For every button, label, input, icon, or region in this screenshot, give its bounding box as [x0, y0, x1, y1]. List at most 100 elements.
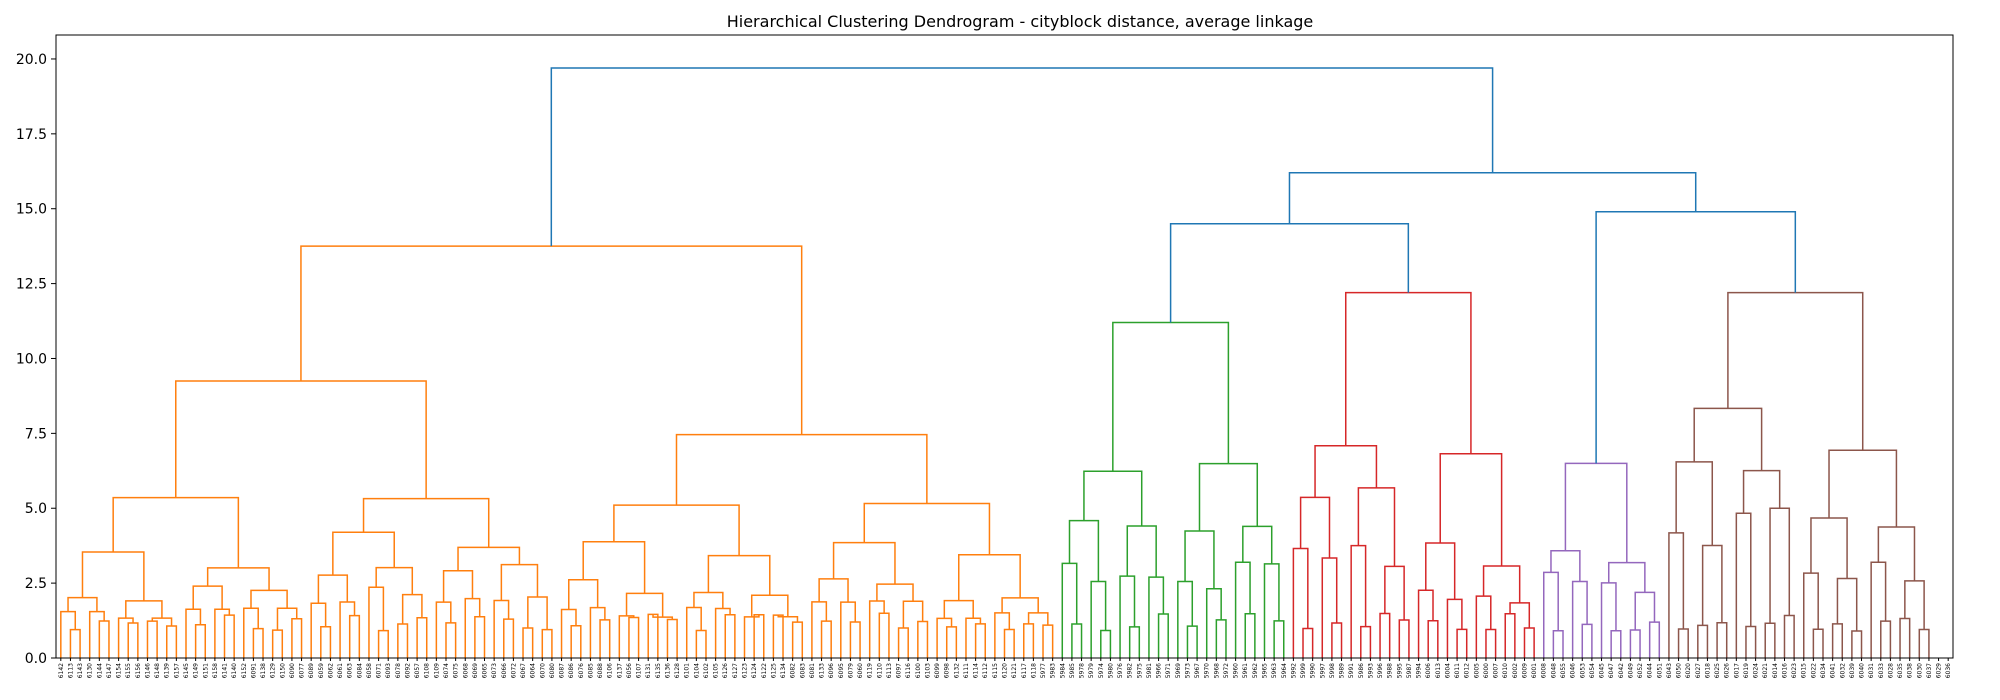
dendrogram-link — [1302, 627, 1314, 658]
leaf-label: 5978 — [1079, 663, 1086, 678]
leaf-label: 5977 — [1040, 663, 1047, 678]
leaf-label: 6065 — [482, 663, 489, 678]
leaf-label: 5971 — [1165, 663, 1172, 678]
dendrogram-link — [902, 600, 924, 629]
leaf-label: 5991 — [1348, 663, 1355, 678]
leaf-label: 6116 — [905, 663, 912, 678]
leaf-label: 6082 — [790, 663, 797, 678]
leaf-label: 6146 — [144, 663, 151, 678]
dendrogram-link — [1783, 614, 1795, 658]
dendrogram-link — [1003, 628, 1015, 658]
leaf-label: 6011 — [1454, 663, 1461, 678]
dendrogram-link — [1543, 571, 1559, 658]
leaf-label: 6152 — [241, 663, 248, 678]
dendrogram-link — [175, 380, 427, 499]
dendrogram-link — [1398, 619, 1410, 658]
dendrogram-link — [81, 551, 145, 601]
leaf-label: 6158 — [212, 663, 219, 678]
dendrogram-link — [1425, 542, 1456, 600]
leaf-label: 5974 — [1098, 663, 1105, 678]
leaf-label: 5981 — [1146, 663, 1153, 678]
dendrogram-link — [165, 625, 178, 658]
leaf-label: 6027 — [1695, 663, 1702, 678]
dendrogram-link — [1126, 525, 1157, 578]
leaf-label: 6038 — [1907, 663, 1914, 678]
leaf-label: 5970 — [1204, 663, 1211, 678]
dendrogram-link — [1384, 565, 1405, 621]
dendrogram-link — [146, 620, 158, 658]
leaf-label: 6097 — [896, 663, 903, 678]
dendrogram-link — [1360, 625, 1372, 658]
dendrogram-link — [849, 621, 861, 658]
dendrogram-link — [863, 502, 991, 555]
dendrogram-link — [1350, 544, 1367, 658]
leaf-label: 6034 — [1820, 663, 1827, 678]
dendrogram-link — [1234, 561, 1251, 658]
leaf-label: 5967 — [1194, 663, 1201, 678]
dendrogram-link — [1314, 444, 1378, 498]
dendrogram-link — [1148, 576, 1165, 658]
leaf-label: 6013 — [1435, 663, 1442, 678]
leaf-label: 6142 — [58, 663, 65, 678]
dendrogram-link — [707, 554, 771, 596]
dendrogram-link — [1071, 623, 1083, 658]
leaf-label: 6157 — [173, 663, 180, 678]
leaf-label: 6110 — [876, 663, 883, 678]
leaf-label: 6147 — [106, 663, 113, 678]
dendrogram-link — [777, 615, 799, 623]
dendrogram-link — [675, 433, 928, 506]
leaf-label: 5976 — [1117, 663, 1124, 678]
dendrogram-link — [695, 629, 707, 658]
leaf-label: 6102 — [703, 663, 710, 678]
leaf-label: 6131 — [645, 663, 652, 678]
dendrogram-link — [1523, 627, 1535, 658]
dendrogram-link — [435, 601, 452, 658]
leaf-label: 5992 — [1290, 663, 1297, 678]
dendrogram-link — [560, 608, 577, 658]
dendrogram-link — [60, 610, 77, 658]
dendrogram-link — [1769, 507, 1791, 624]
leaf-label: 6009 — [1521, 663, 1528, 678]
leaf-label: 6101 — [684, 663, 691, 678]
leaf-label: 5964 — [1281, 663, 1288, 678]
dendrogram-link — [568, 578, 599, 610]
leaf-label: 6073 — [491, 663, 498, 678]
dendrogram-link — [994, 612, 1011, 658]
dendrogram-link — [832, 541, 896, 585]
leaf-label: 6106 — [607, 663, 614, 678]
y-tick-label: 7.5 — [25, 426, 47, 442]
dendrogram-link — [1550, 550, 1581, 582]
dendrogram-link — [243, 607, 259, 658]
dendrogram-link — [112, 496, 240, 568]
leaf-label: 6046 — [1570, 663, 1577, 678]
dendrogram-link — [1244, 613, 1256, 658]
dendrogram-link — [589, 606, 606, 658]
leaf-label: 6105 — [713, 663, 720, 678]
leaf-label: 6045 — [1599, 663, 1606, 678]
leaf-label: 5989 — [1339, 663, 1346, 678]
leaf-label: 6077 — [299, 663, 306, 678]
dendrogram-link — [811, 601, 828, 658]
dendrogram-link — [818, 578, 849, 603]
dendrogram-link — [1100, 629, 1112, 658]
dendrogram-link — [974, 623, 986, 658]
dendrogram-link — [666, 618, 678, 658]
leaf-label: 6007 — [1493, 663, 1500, 678]
dendrogram-link — [1727, 291, 1864, 451]
leaf-label: 6125 — [770, 663, 777, 678]
leaf-label: 6154 — [116, 663, 123, 678]
leaf-label: 5994 — [1416, 663, 1423, 678]
leaf-label: 6000 — [1483, 663, 1490, 678]
leaf-label: 6139 — [164, 663, 171, 678]
leaf-label: 6058 — [366, 663, 373, 678]
dendrogram-link — [965, 617, 982, 658]
leaf-label: 6052 — [1637, 663, 1644, 678]
dendrogram-link — [1357, 487, 1396, 567]
leaf-label: 5960 — [1233, 663, 1240, 678]
leaf-label: 6021 — [1762, 663, 1769, 678]
leaf-label: 6064 — [530, 663, 537, 678]
dendrogram-link — [1504, 613, 1516, 658]
dendrogram-link — [98, 620, 110, 658]
dendrogram-link — [474, 616, 486, 658]
leaf-label: 6150 — [279, 663, 286, 678]
